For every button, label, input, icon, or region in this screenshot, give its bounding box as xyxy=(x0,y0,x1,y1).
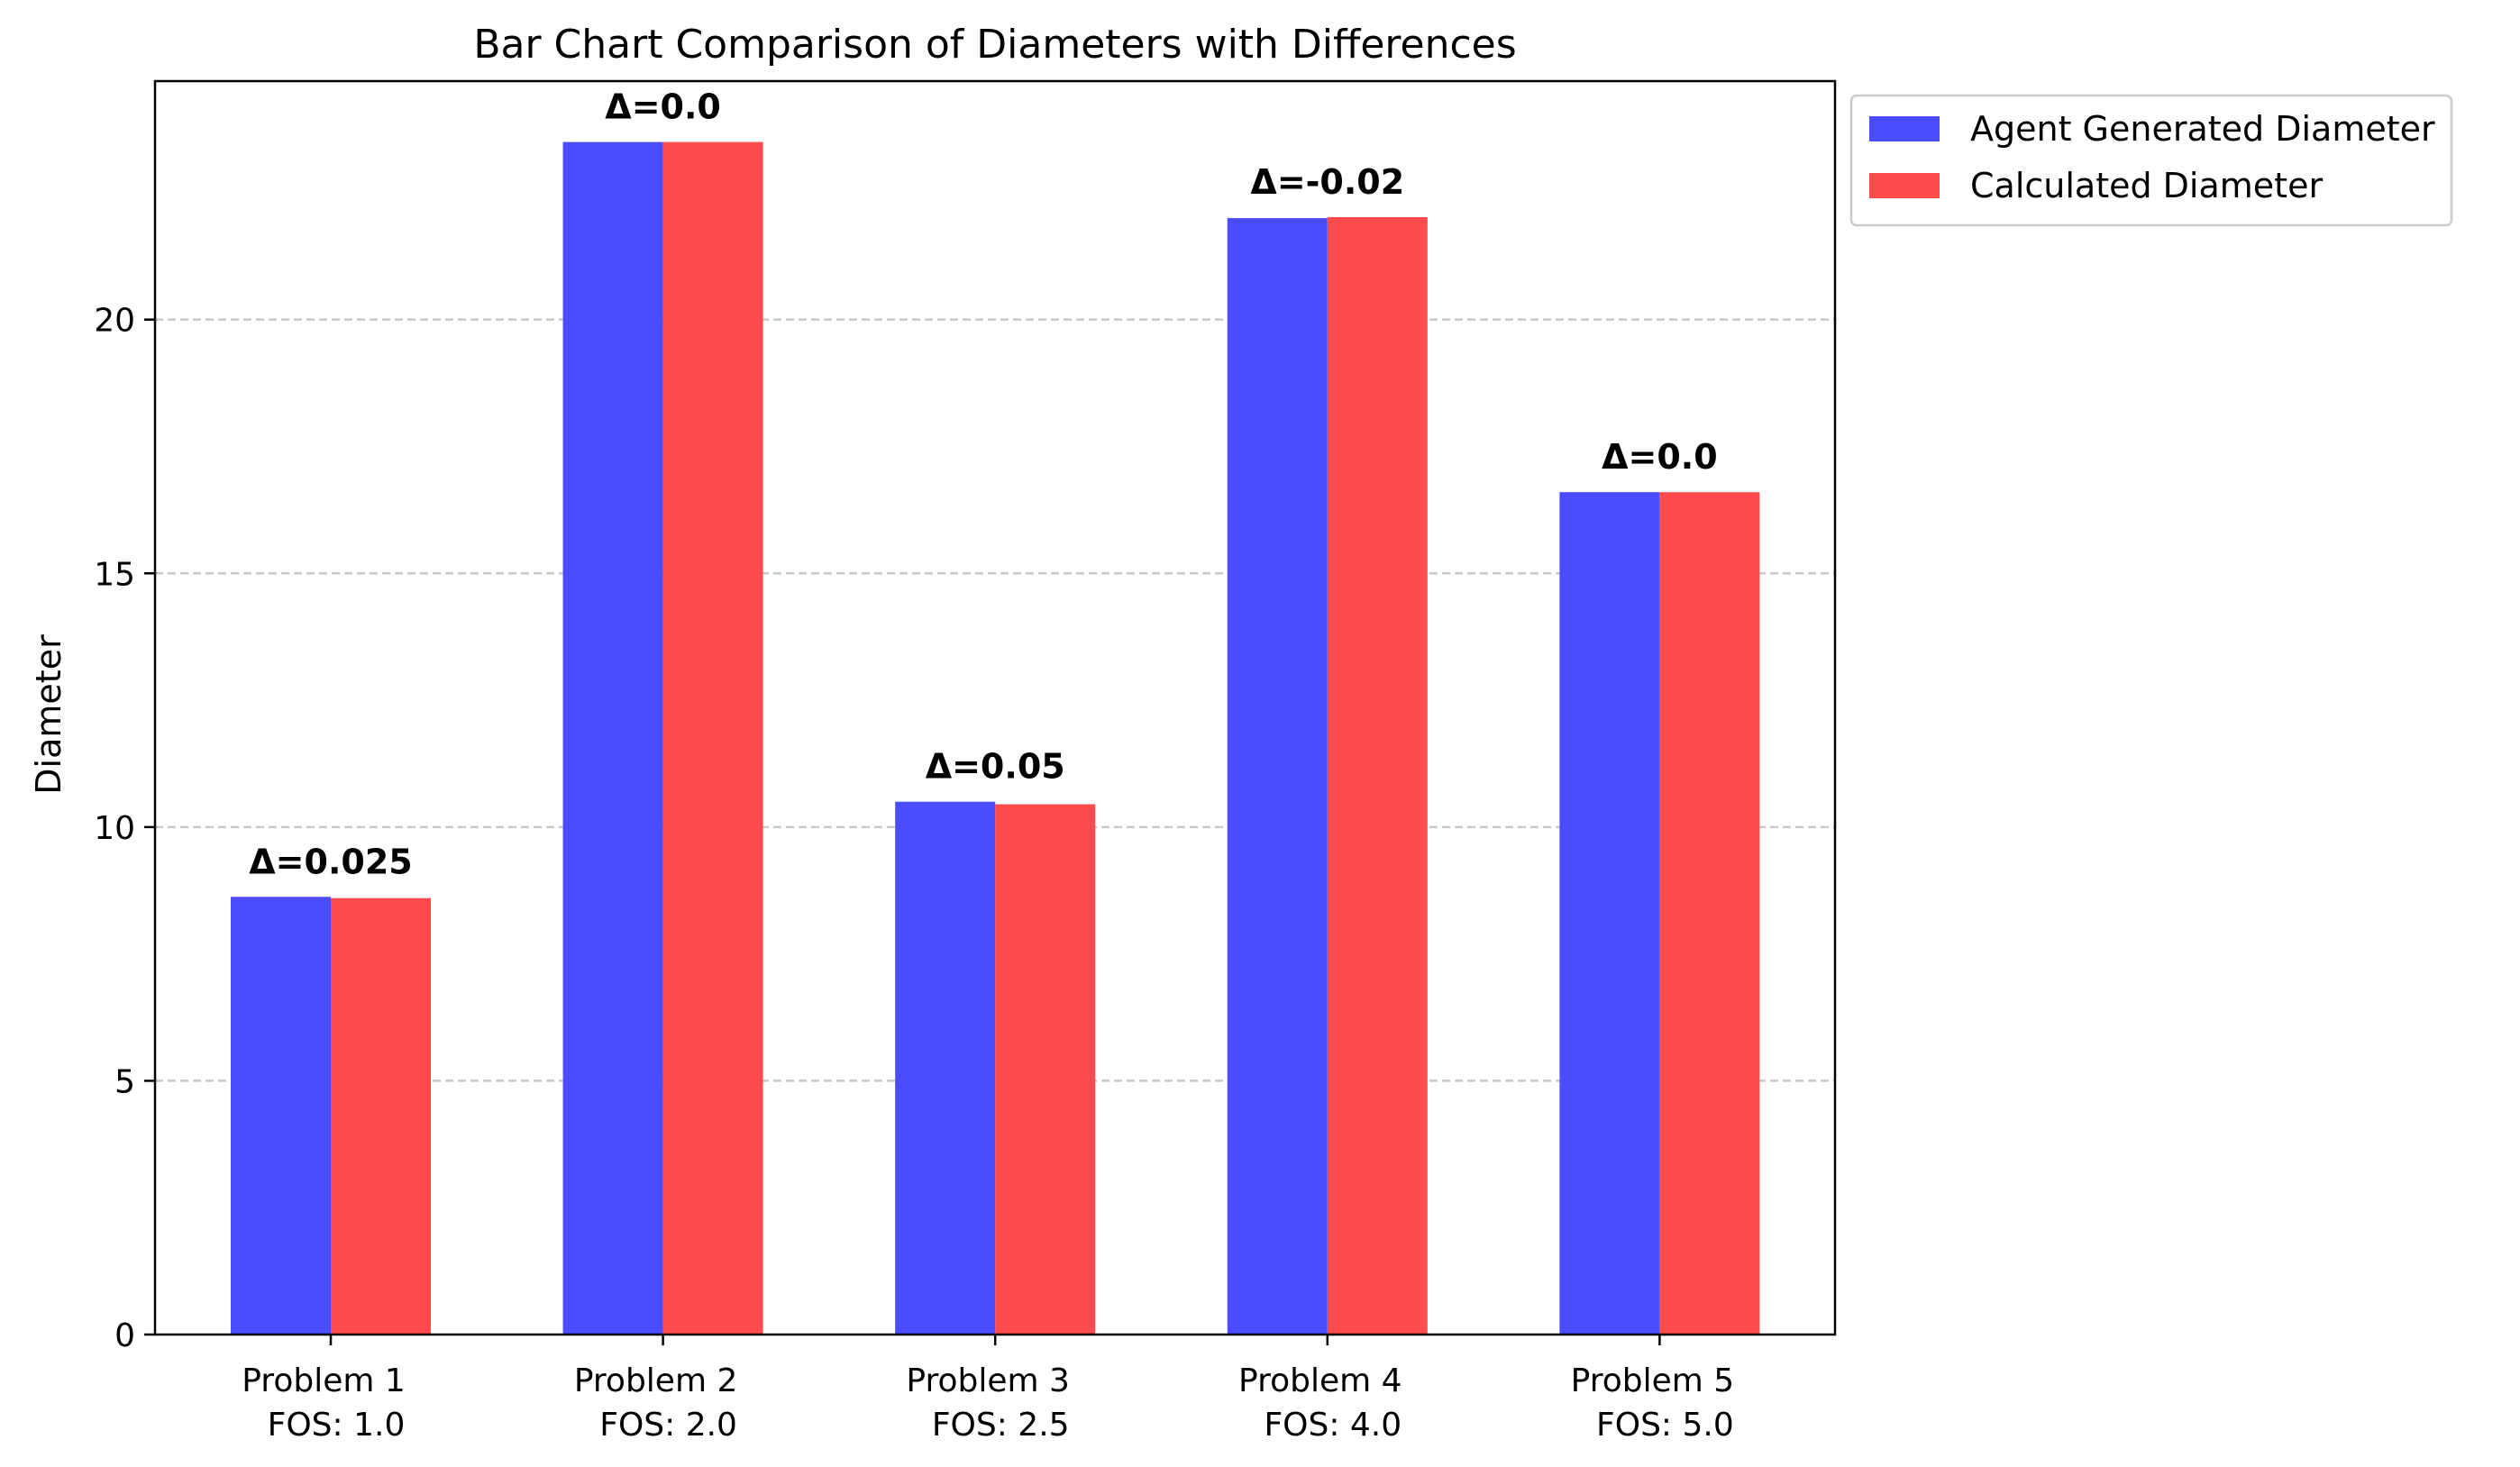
legend-label: Calculated Diameter xyxy=(1970,166,2323,205)
y-tick-label: 20 xyxy=(94,303,135,340)
legend-swatch xyxy=(1869,173,1940,198)
bar-agent xyxy=(1559,492,1660,1335)
x-tick-label-fos: FOS: 1.0 xyxy=(268,1407,406,1444)
bar-agent xyxy=(231,897,331,1335)
bar-agent xyxy=(562,141,663,1335)
bars xyxy=(231,141,1760,1335)
y-tick-label: 10 xyxy=(94,810,135,847)
y-tick-label: 15 xyxy=(94,556,135,593)
y-axis-label: Diameter xyxy=(29,634,68,795)
bar-calculated xyxy=(995,804,1096,1335)
legend-label: Agent Generated Diameter xyxy=(1970,109,2435,149)
difference-label: Δ=0.0 xyxy=(605,87,721,127)
difference-label: Δ=-0.02 xyxy=(1250,162,1404,202)
x-tick-label: Problem 5 xyxy=(1571,1362,1735,1399)
y-tick-label: 5 xyxy=(114,1063,135,1100)
x-tick-label: Problem 2 xyxy=(574,1362,738,1399)
x-tick-label-fos: FOS: 5.0 xyxy=(1596,1407,1734,1444)
chart-title: Bar Chart Comparison of Diameters with D… xyxy=(473,22,1516,68)
y-axis: 0 5 10 15 20 xyxy=(94,303,155,1354)
difference-label: Δ=0.0 xyxy=(1602,437,1718,477)
bar-annotations: Δ=0.025 Δ=0.0 Δ=0.05 Δ=-0.02 Δ=0.0 xyxy=(249,87,1717,882)
bar-calculated xyxy=(1327,216,1428,1335)
legend-frame xyxy=(1849,94,2453,227)
bar-calculated xyxy=(662,141,763,1335)
x-axis: Problem 1 FOS: 1.0 Problem 2 FOS: 2.0 Proble… xyxy=(242,1335,1734,1444)
legend: Agent Generated Diameter Calculated Diame… xyxy=(1849,94,2453,227)
x-tick-label-fos: FOS: 4.0 xyxy=(1264,1407,1402,1444)
x-tick-label-fos: FOS: 2.0 xyxy=(599,1407,737,1444)
legend-swatch xyxy=(1869,116,1940,141)
x-tick-label: Problem 4 xyxy=(1238,1362,1402,1399)
x-tick-label: Problem 1 xyxy=(242,1362,406,1399)
bar-calculated xyxy=(331,898,431,1335)
bar-agent xyxy=(895,801,996,1335)
difference-label: Δ=0.05 xyxy=(926,747,1065,787)
y-tick-label: 0 xyxy=(114,1317,135,1354)
difference-label: Δ=0.025 xyxy=(249,842,412,881)
x-tick-label: Problem 3 xyxy=(906,1362,1070,1399)
bar-calculated xyxy=(1659,492,1760,1335)
bar-agent xyxy=(1227,218,1328,1335)
x-tick-label-fos: FOS: 2.5 xyxy=(932,1407,1070,1444)
